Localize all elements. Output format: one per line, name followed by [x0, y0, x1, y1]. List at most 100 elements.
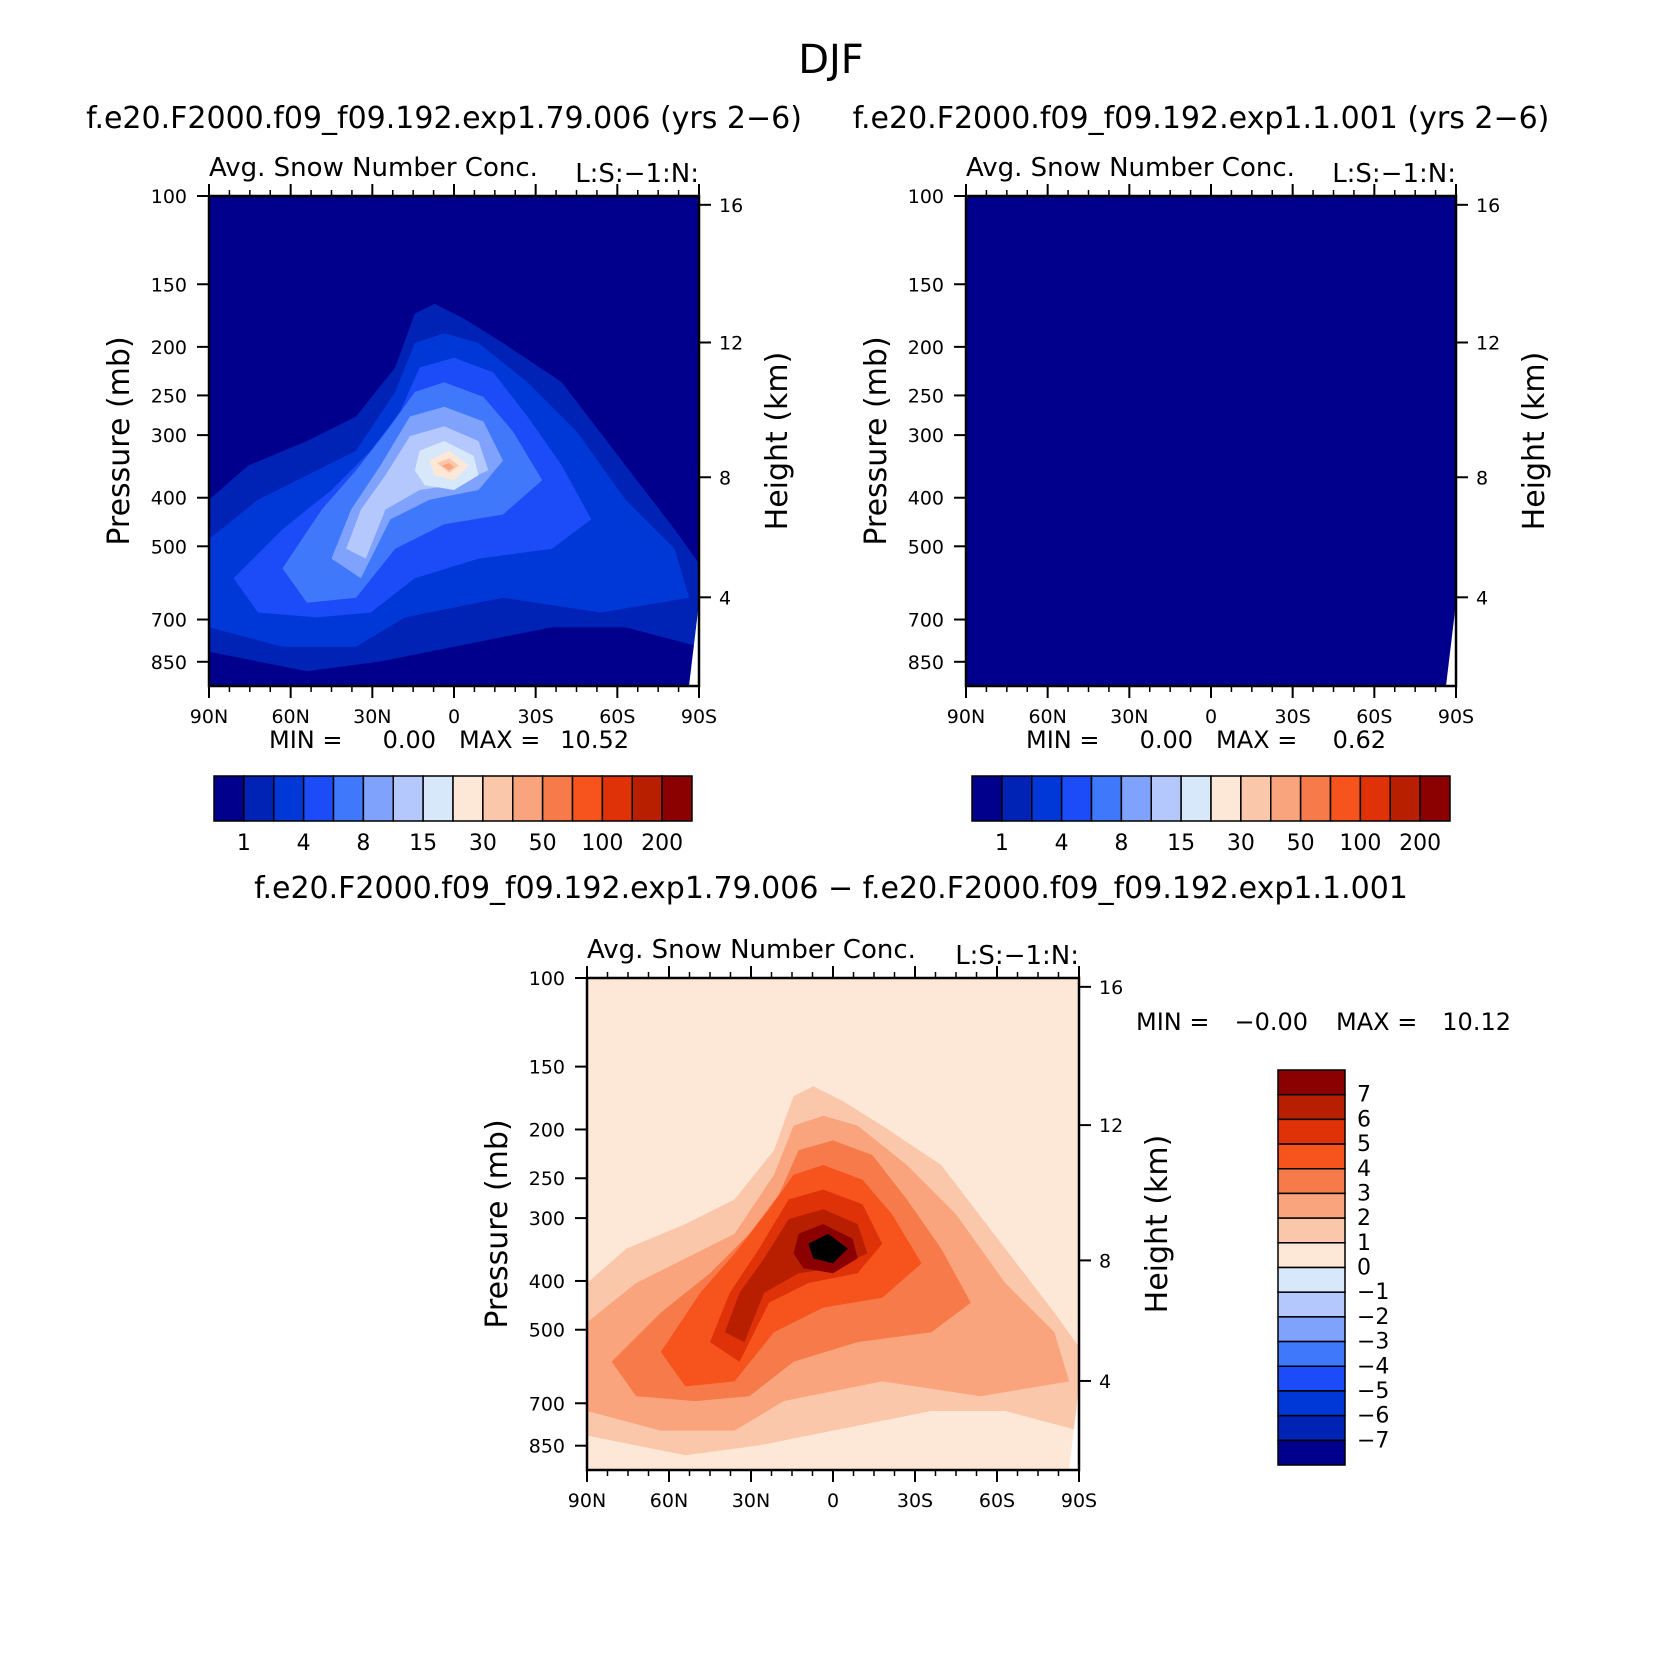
- colorbar-box: [1277, 1414, 1346, 1442]
- colorbar-box: [631, 775, 663, 822]
- height-tick-label: 12: [1476, 333, 1500, 355]
- colorbar-box: [1299, 775, 1332, 822]
- colorbar-label: −7: [1357, 1428, 1389, 1453]
- x-tick-label: 60S: [979, 1490, 1015, 1512]
- colorbar-label: 4: [1357, 1157, 1371, 1182]
- x-tick-label: 90S: [1061, 1490, 1097, 1512]
- colorbar-label: −5: [1357, 1379, 1389, 1404]
- x-tick-label: 90N: [568, 1490, 606, 1512]
- min-label: MIN =: [1026, 726, 1099, 754]
- colorbar-label: 2: [1357, 1206, 1371, 1231]
- y-tick-label: 700: [529, 1393, 565, 1415]
- x-tick-label: 60N: [271, 706, 309, 728]
- y-tick-label: 200: [908, 337, 944, 359]
- colorbar: 1 4 8 15 30 50 100 200: [213, 775, 693, 856]
- colorbar-label: 4: [1055, 831, 1069, 856]
- x-tick-label: 30S: [1275, 706, 1311, 728]
- x-tick-label: 60S: [1356, 706, 1392, 728]
- y-tick-label: 700: [908, 610, 944, 632]
- colorbar-label: 100: [581, 831, 623, 856]
- colorbar-label: −1: [1357, 1280, 1389, 1305]
- min-label: MIN =: [1136, 1008, 1209, 1036]
- colorbar-box: [1277, 1439, 1346, 1466]
- x-tick-label: 60N: [1028, 706, 1066, 728]
- figure-title: DJF: [798, 37, 864, 83]
- max-label: MAX =: [1336, 1008, 1417, 1036]
- x-tick-label: 0: [448, 706, 460, 728]
- colorbar-box: [1277, 1143, 1346, 1170]
- colorbar-box: [243, 775, 275, 822]
- colorbar-label: 1: [995, 831, 1009, 856]
- colorbar-box: [1277, 1340, 1346, 1367]
- y-tick-label: 400: [529, 1271, 565, 1293]
- colorbar-label: 50: [529, 831, 557, 856]
- y-axis-label-right: Height (km): [1517, 352, 1552, 531]
- missing-data: [1069, 1386, 1079, 1470]
- colorbar-box: [661, 775, 693, 822]
- y-tick-label: 400: [908, 488, 944, 510]
- height-tick-label: 4: [1099, 1371, 1111, 1393]
- colorbar-label: 15: [1167, 831, 1195, 856]
- y-tick-label: 150: [151, 274, 187, 296]
- height-tick-label: 16: [1476, 195, 1500, 217]
- colorbar-label: 8: [356, 831, 370, 856]
- x-tick-label: 90N: [947, 706, 985, 728]
- max-value: 10.12: [1442, 1008, 1511, 1036]
- colorbar-label: 30: [469, 831, 497, 856]
- x-tick-label: 30S: [518, 706, 554, 728]
- panel-subtitle: Avg. Snow Number Conc.: [966, 153, 1295, 183]
- x-tick-label: 0: [827, 1490, 839, 1512]
- colorbar-box: [1180, 775, 1212, 822]
- colorbar: 1 4 8 15 30 50 100 200: [971, 775, 1451, 856]
- colorbar-box: [1359, 775, 1391, 822]
- y-tick-label: 200: [151, 337, 187, 359]
- y-tick-label: 100: [529, 968, 565, 990]
- colorbar-box: [1277, 1291, 1346, 1318]
- colorbar-label: −6: [1357, 1404, 1389, 1429]
- colorbar-label: 6: [1357, 1107, 1371, 1132]
- contour-background: [966, 196, 1456, 686]
- contour-field: [587, 978, 1079, 1470]
- contour-level-8: [808, 1233, 848, 1264]
- height-tick-label: 16: [1099, 977, 1123, 999]
- colorbar-label: 50: [1287, 831, 1315, 856]
- colorbar-label: 7: [1357, 1083, 1371, 1108]
- min-value: −0.00: [1234, 1008, 1308, 1036]
- colorbar-label: 30: [1227, 831, 1255, 856]
- y-axis-label-right: Height (km): [760, 352, 795, 531]
- y-tick-label: 100: [151, 186, 187, 208]
- colorbar-box: [541, 775, 574, 822]
- colorbar-box: [1210, 775, 1242, 822]
- y-tick-label: 850: [908, 652, 944, 674]
- height-tick-label: 8: [1099, 1250, 1111, 1272]
- x-tick-label: 30N: [732, 1490, 770, 1512]
- y-tick-label: 850: [529, 1436, 565, 1458]
- colorbar-box: [1277, 1365, 1346, 1392]
- colorbar-box: [1120, 775, 1152, 822]
- x-tick-label: 90N: [190, 706, 228, 728]
- colorbar-box: [1419, 775, 1451, 822]
- colorbar-box: [1389, 775, 1421, 822]
- colorbar-label: 1: [1357, 1231, 1371, 1256]
- colorbar-box: [1277, 1217, 1346, 1244]
- y-tick-label: 300: [529, 1208, 565, 1230]
- colorbar-box: [1329, 775, 1362, 822]
- contour-level-10: [441, 463, 454, 471]
- colorbar-box: [362, 775, 394, 822]
- y-tick-label: 200: [529, 1119, 565, 1141]
- colorbar-box: [1060, 775, 1093, 822]
- height-tick-label: 8: [1476, 467, 1488, 489]
- panel-2: f.e20.F2000.f09_f09.192.exp1.1.001 (yrs …: [853, 101, 1552, 856]
- y-tick-label: 400: [151, 488, 187, 510]
- colorbar-box: [1277, 1266, 1346, 1293]
- colorbar-box: [1277, 1093, 1346, 1121]
- panel-subtitle: Avg. Snow Number Conc.: [587, 935, 916, 965]
- colorbar-box: [1031, 775, 1063, 822]
- colorbar-label: 100: [1339, 831, 1381, 856]
- missing-data: [1446, 602, 1456, 686]
- panel-subtitle-right: L:S:−1:N:: [955, 941, 1079, 971]
- colorbar-label: −2: [1357, 1305, 1389, 1330]
- colorbar-box: [1090, 775, 1123, 822]
- y-axis-label: Pressure (mb): [480, 1119, 515, 1328]
